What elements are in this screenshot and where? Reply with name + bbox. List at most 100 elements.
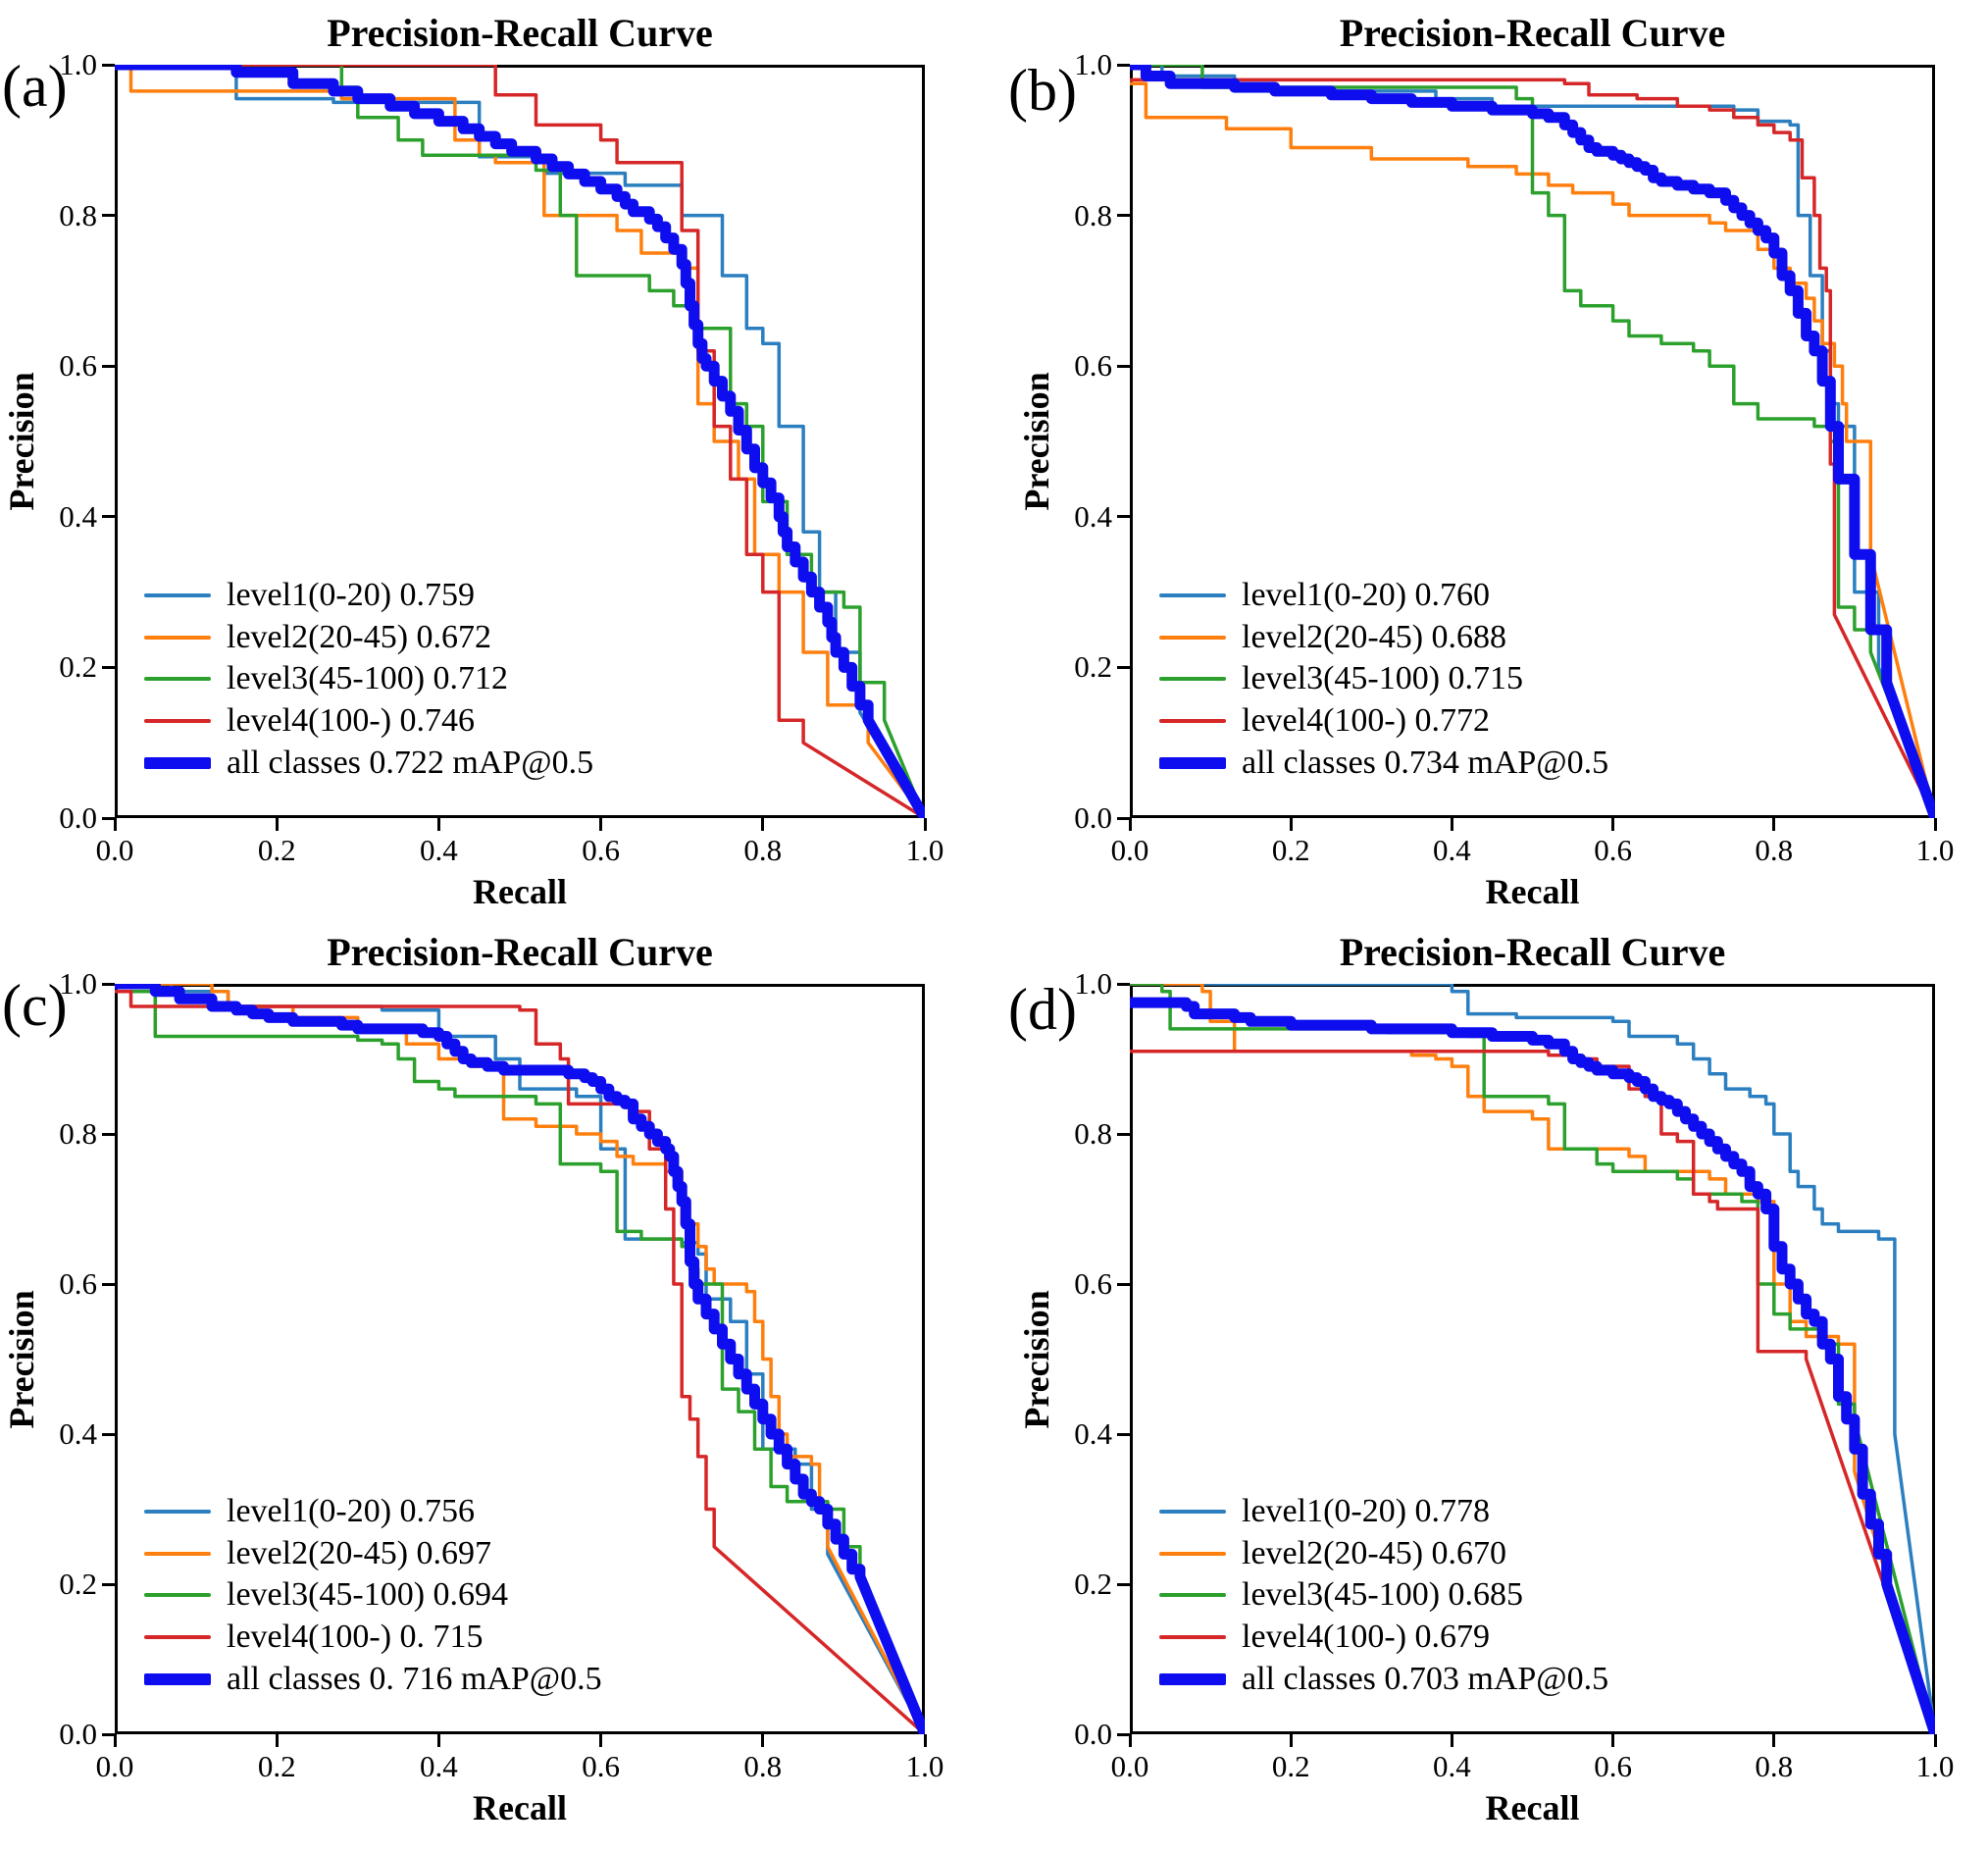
x-tick-mark [436,818,440,831]
plot-area [1130,984,1935,1734]
legend-item: level3(45-100) 0.712 [144,659,508,698]
chart-title: Precision-Recall Curve [327,930,713,974]
y-axis-label-text: Precision [2,372,41,511]
y-tick-mark [1117,1582,1130,1586]
y-tick-mark [102,1282,115,1286]
legend-swatch-level4 [1159,719,1226,724]
x-tick-mark [275,818,279,831]
y-tick-mark [1117,665,1130,669]
legend-swatch-level4 [144,1635,211,1640]
x-tick-mark [1128,818,1132,831]
y-tick-label: 0.8 [59,197,97,232]
legend-swatch-all-classes [144,1673,211,1685]
legend-item: level4(100-) 0.772 [1159,701,1490,741]
y-tick-mark [102,214,115,218]
y-tick-label: 0.8 [1074,197,1112,232]
legend-label: all classes 0. 716 mAP@0.5 [227,1661,602,1697]
y-axis-label-text: Precision [1017,372,1056,511]
pr-curves-svg [115,984,925,1734]
panel-label: (b) [1008,58,1077,123]
x-tick-mark [761,1734,765,1747]
legend-label: level4(100-) 0.772 [1242,702,1491,740]
x-tick-mark [1933,818,1937,831]
legend-label: level3(45-100) 0.694 [227,1576,509,1614]
y-tick-label: 1.0 [59,47,97,81]
legend-item: level4(100-) 0.679 [1159,1618,1490,1657]
legend-swatch-level2 [144,1551,211,1556]
x-tick-label: 0.4 [1433,833,1471,867]
y-tick-mark [1117,364,1130,368]
legend-item: level1(0-20) 0.756 [144,1492,475,1531]
panel-label: (a) [2,54,68,119]
y-tick-mark [1117,1432,1130,1436]
y-tick-mark [1117,1282,1130,1286]
legend-item: all classes 0.734 mAP@0.5 [1159,744,1608,783]
legend-item: all classes 0.722 mAP@0.5 [144,744,593,783]
y-tick-label: 0.4 [59,498,97,534]
x-tick-label: 0.8 [1755,1749,1794,1783]
chart-title: Precision-Recall Curve [1339,11,1726,55]
x-tick-label: 1.0 [905,833,944,867]
pr-curves-svg [1130,65,1935,818]
legend-label: all classes 0.722 mAP@0.5 [227,745,594,781]
x-tick-mark [275,1734,279,1747]
pr-curves-svg [115,65,925,818]
legend-swatch-level3 [1159,1593,1226,1598]
legend-swatch-level4 [144,719,211,724]
x-tick-label: 0.2 [1271,1749,1310,1783]
pr-curve-level3 [115,989,925,1734]
y-tick-label: 1.0 [59,966,97,1001]
pr-curve-level4 [1130,77,1935,818]
legend-item: level4(100-) 0. 715 [144,1618,484,1657]
x-tick-mark [923,1734,927,1747]
legend-swatch-all-classes [1159,1673,1226,1685]
legend-label: level1(0-20) 0.778 [1242,1492,1491,1529]
x-tick-mark [1772,818,1776,831]
y-tick-label: 0.6 [59,1266,97,1301]
legend-label: level2(20-45) 0.670 [1242,1534,1507,1571]
x-tick-label: 0.0 [95,1749,134,1783]
x-tick-label: 0.2 [1271,833,1310,867]
x-tick-mark [1289,1734,1293,1747]
chart-title: Precision-Recall Curve [327,11,713,55]
legend-label: level3(45-100) 0.712 [227,660,509,697]
x-tick-mark [1772,1734,1776,1747]
y-tick-mark [1117,214,1130,218]
x-tick-label: 0.6 [1594,833,1632,867]
x-tick-mark [113,818,117,831]
x-tick-mark [436,1734,440,1747]
legend-label: level1(0-20) 0.760 [1242,576,1491,613]
legend-label: level1(0-20) 0.759 [227,576,476,613]
legend-swatch-level3 [144,1593,211,1598]
legend-item: level2(20-45) 0.672 [144,618,491,657]
x-axis-label: Recall [1485,1788,1580,1827]
x-tick-mark [1289,818,1293,831]
x-tick-mark [1450,818,1453,831]
y-tick-mark [102,1432,115,1436]
legend-item: level1(0-20) 0.760 [1159,576,1490,615]
x-tick-label: 0.4 [1433,1749,1471,1783]
legend-item: level2(20-45) 0.697 [144,1534,491,1573]
y-tick-mark [102,816,115,820]
legend-swatch-level1 [1159,1509,1226,1514]
y-tick-label: 0.2 [59,649,97,685]
legend-swatch-level4 [1159,1635,1226,1640]
y-tick-label: 0.4 [1074,498,1112,534]
legend-item: all classes 0. 716 mAP@0.5 [144,1660,602,1699]
pr-curves-svg [1130,984,1935,1734]
legend-swatch-level1 [144,592,211,597]
legend-item: level1(0-20) 0.778 [1159,1492,1490,1531]
legend-label: level4(100-) 0.746 [227,702,476,740]
y-tick-label: 0.8 [1074,1116,1112,1151]
y-tick-label: 0.4 [1074,1416,1112,1451]
y-tick-label: 1.0 [1074,47,1112,81]
legend-swatch-level3 [144,677,211,682]
legend-item: level2(20-45) 0.670 [1159,1534,1506,1573]
x-tick-label: 0.0 [1110,1749,1149,1783]
chart-title: Precision-Recall Curve [1339,930,1726,974]
x-tick-label: 0.2 [257,1749,296,1783]
y-tick-mark [1117,1732,1130,1736]
y-tick-label: 0.0 [1074,1717,1112,1751]
pr-curve-level1 [1130,984,1935,1734]
